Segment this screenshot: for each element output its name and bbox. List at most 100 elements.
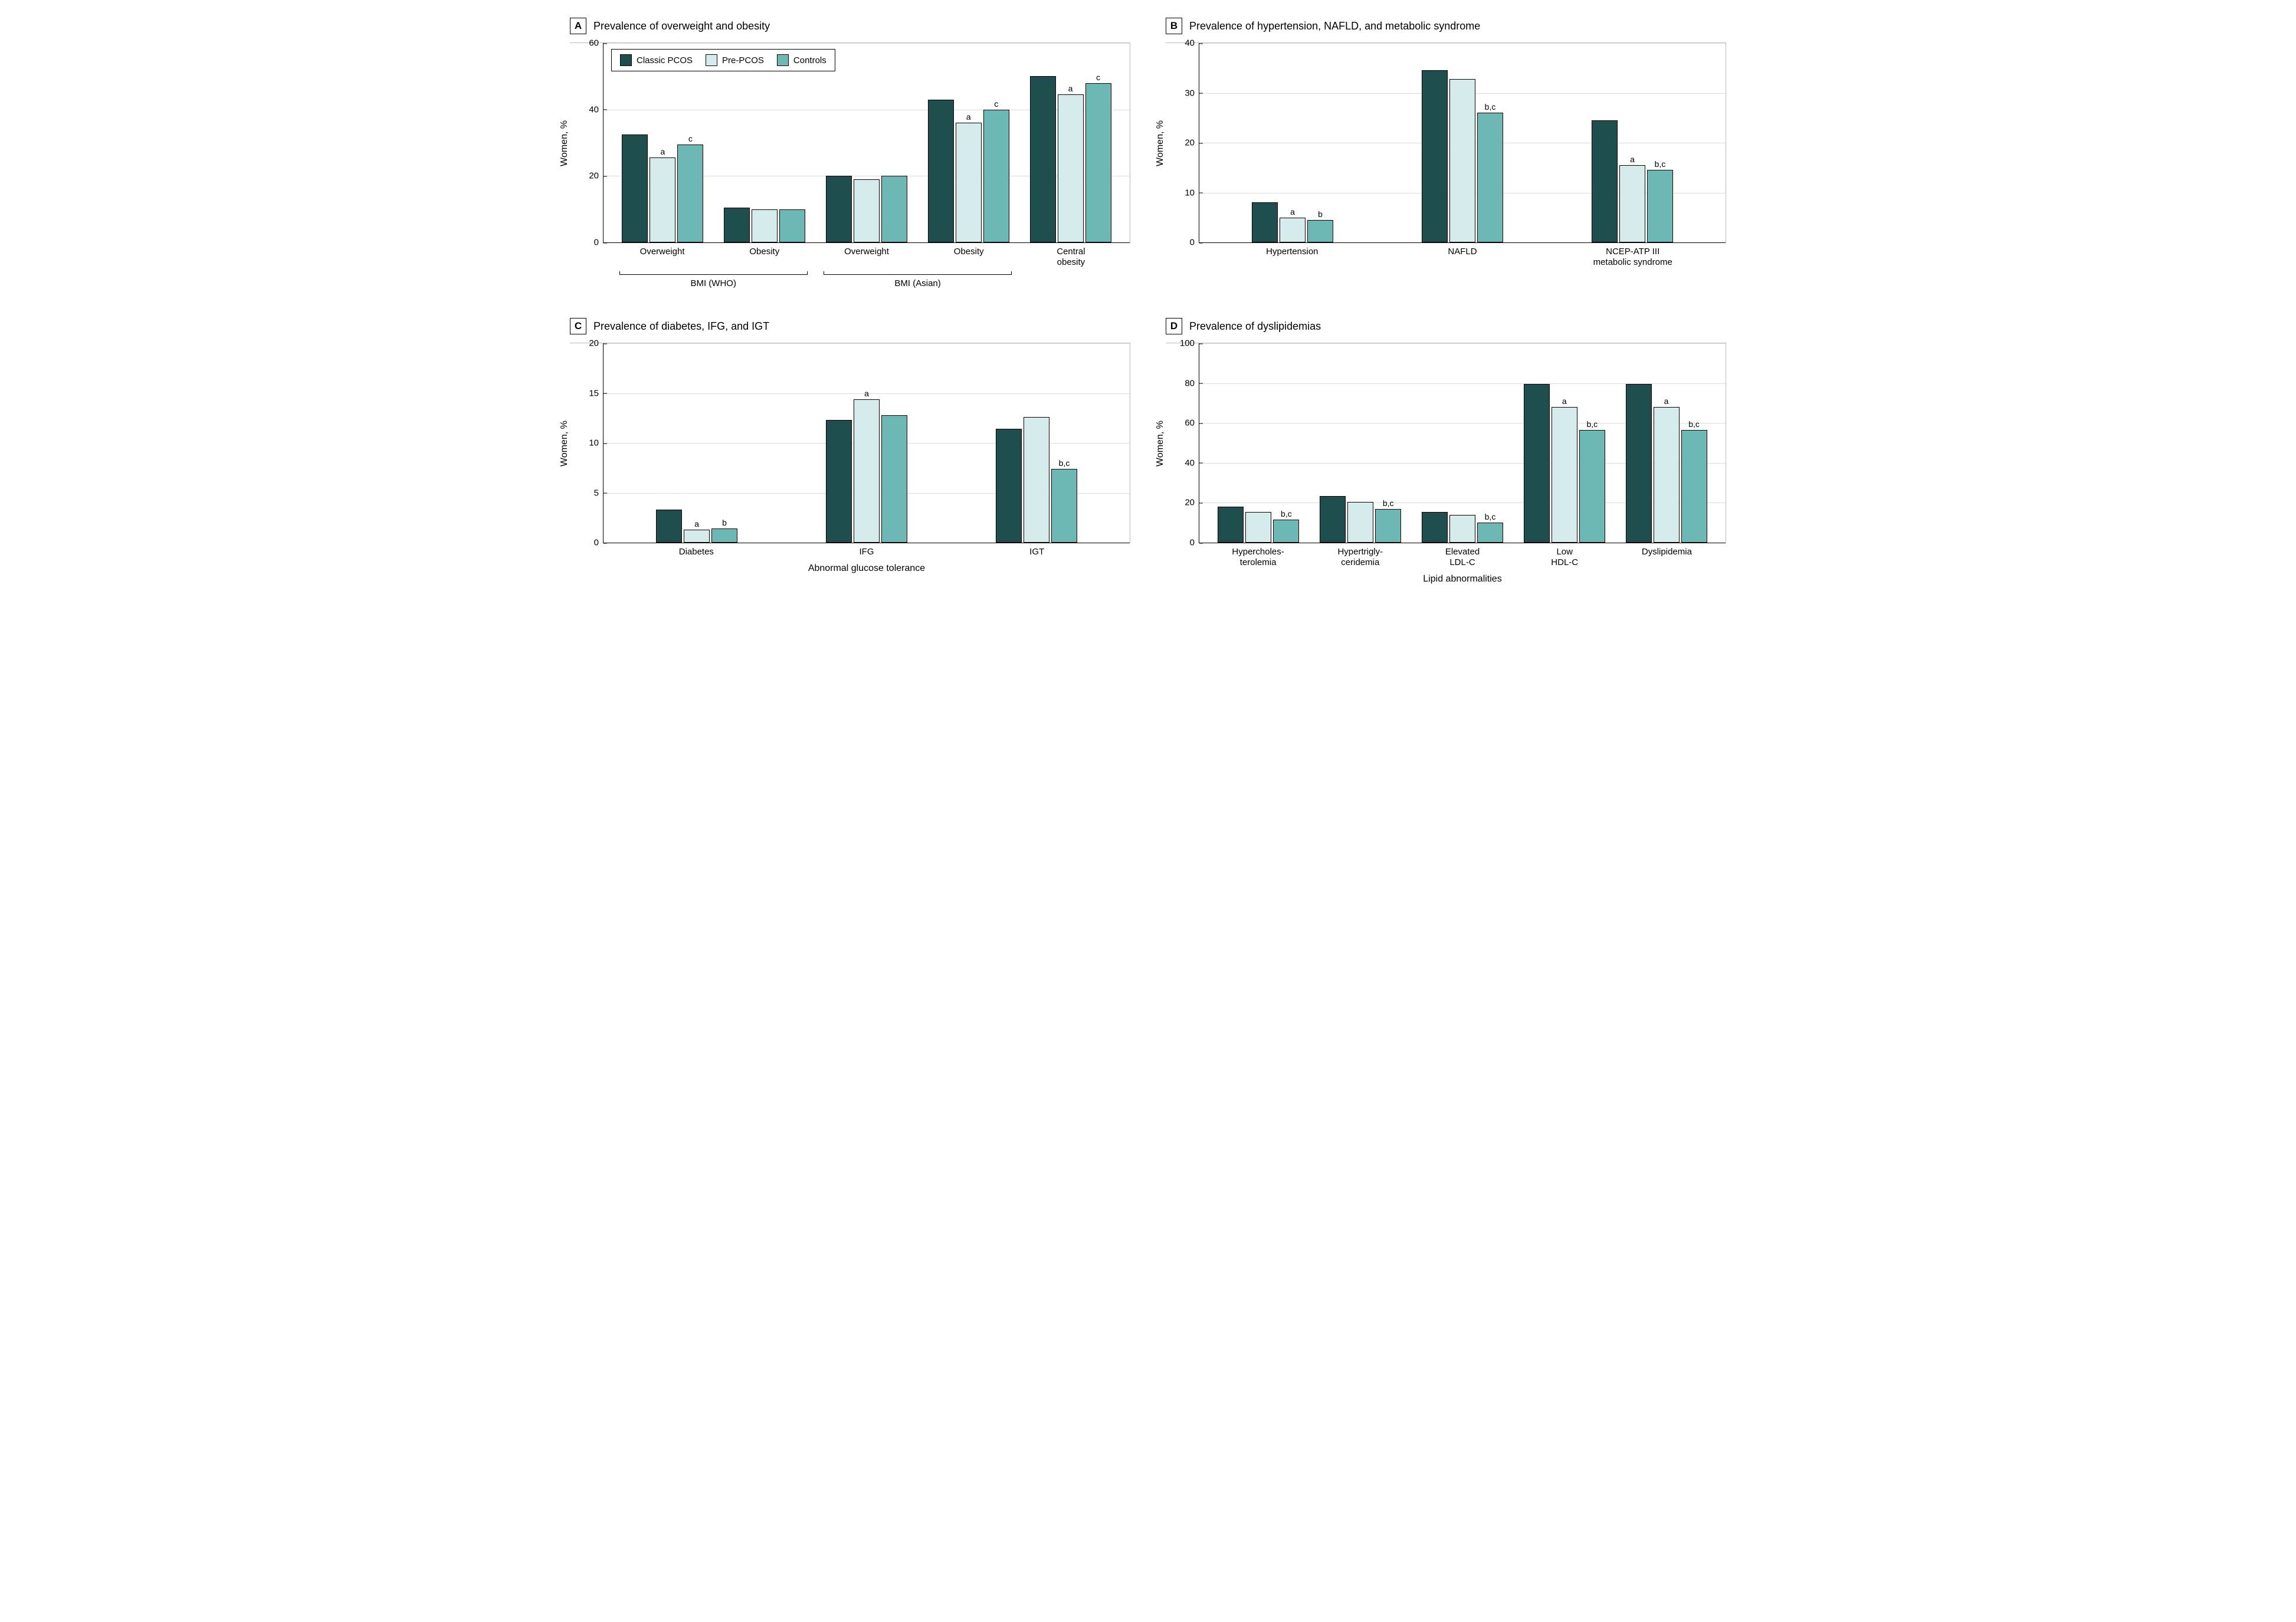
bar: a (1619, 43, 1645, 242)
x-labels-row: HypertensionNAFLDNCEP-ATP IIImetabolic s… (1199, 243, 1726, 268)
bar: b,c (1375, 343, 1401, 543)
bar (928, 43, 954, 242)
y-tick: 60 (1185, 418, 1199, 428)
bar-annotation: a (1630, 155, 1635, 165)
bar: b,c (1477, 43, 1503, 242)
y-tick: 60 (589, 38, 603, 48)
legend-label: Controls (793, 55, 826, 65)
bars-row: acacac (603, 43, 1130, 242)
bar-fill (1218, 507, 1244, 543)
x-label: Obesity (713, 247, 815, 268)
bars-row: a b b,c a b,c (1199, 43, 1726, 242)
bar-fill (854, 179, 880, 242)
x-label: NCEP-ATP IIImetabolic syndrome (1547, 247, 1718, 268)
legend: Classic PCOSPre-PCOSControls (611, 49, 835, 71)
bar-annotation: a (1068, 84, 1073, 94)
bar-fill (1245, 512, 1271, 543)
x-label: Hypertrigly-ceridemia (1309, 547, 1411, 568)
panel-title: Prevalence of hypertension, NAFLD, and m… (1189, 20, 1480, 32)
panel-title: Prevalence of diabetes, IFG, and IGT (593, 320, 769, 333)
super-x-label (1020, 271, 1122, 288)
bar-fill (1085, 83, 1111, 242)
x-label: IFG (782, 547, 952, 557)
x-label: Hypercholes-terolemia (1207, 547, 1309, 568)
bar-fill (622, 134, 648, 242)
bar-fill (956, 123, 982, 242)
bar: b,c (1051, 343, 1077, 543)
panel-header: B Prevalence of hypertension, NAFLD, and … (1166, 18, 1726, 34)
x-label: Dyslipidemia (1616, 547, 1718, 568)
chart-wrap: Women, %020406080100b,cb,cb,cab,cab,c (1166, 343, 1726, 543)
bar-annotation: b,c (1281, 509, 1292, 520)
bar-annotation: a (864, 389, 869, 399)
bar-fill (1280, 218, 1306, 242)
bar-cluster (816, 43, 918, 242)
bar-fill (1058, 94, 1084, 242)
chart: Women, %05101520abab,c (570, 343, 1130, 543)
bar-annotation: a (1290, 207, 1295, 218)
bar-cluster: ac (1019, 43, 1121, 242)
y-tick: 20 (589, 171, 603, 181)
bar-cluster: a b,c (1513, 343, 1615, 543)
super-label-text (1020, 276, 1122, 278)
y-axis-label: Women, % (1155, 120, 1166, 166)
y-tick: 20 (589, 339, 603, 349)
bar-fill (826, 420, 852, 543)
x-label: IGT (952, 547, 1122, 557)
legend-swatch (706, 54, 717, 66)
panel-title: Prevalence of overweight and obesity (593, 20, 770, 32)
x-group: b,c (1412, 343, 1514, 543)
y-tick: 10 (589, 438, 603, 448)
bar-fill (1681, 430, 1707, 543)
x-group: b,c (952, 343, 1121, 543)
panel-title: Prevalence of dyslipidemias (1189, 320, 1321, 333)
y-tick: 0 (594, 238, 603, 248)
bar-fill (1592, 120, 1618, 242)
legend-swatch (620, 54, 632, 66)
bar: b,c (1579, 343, 1605, 543)
bar (1024, 343, 1049, 543)
bar-fill (1307, 220, 1333, 242)
panel-letter-box: B (1166, 18, 1182, 34)
chart: Women, %0204060acacacClassic PCOSPre-PCO… (570, 42, 1130, 243)
bar-fill (1422, 512, 1448, 543)
bar (1252, 43, 1278, 242)
bar-cluster: b,c (952, 343, 1121, 543)
bar-fill (656, 510, 682, 543)
x-group: ac (1019, 43, 1121, 242)
bar-annotation: a (694, 519, 699, 530)
bracket-icon (824, 271, 1012, 275)
plot-area: 010203040abb,cab,c (1199, 43, 1726, 243)
bar-annotation: b,c (1485, 512, 1496, 523)
bar (1422, 343, 1448, 543)
panel-header: D Prevalence of dyslipidemias (1166, 318, 1726, 334)
y-tick: 40 (1185, 38, 1199, 48)
bar-fill (1273, 520, 1299, 543)
bar: c (983, 43, 1009, 242)
x-labels-row: Hypercholes-terolemiaHypertrigly-ceridem… (1199, 543, 1726, 568)
bar-annotation: b,c (1688, 419, 1700, 430)
bar: b,c (1647, 43, 1673, 242)
plot-area: 0204060acacac (603, 43, 1130, 243)
bar: b,c (1681, 343, 1707, 543)
bar-annotation: b,c (1485, 102, 1496, 113)
bar-fill (1477, 523, 1503, 543)
bar-fill (1252, 202, 1278, 242)
bar-annotation: b,c (1586, 419, 1598, 430)
bar-annotation: a (1562, 396, 1567, 407)
x-group (816, 43, 918, 242)
panel-letter-box: D (1166, 318, 1182, 334)
bar-fill (1375, 509, 1401, 543)
bar-annotation: b (722, 518, 727, 528)
x-label: LowHDL-C (1514, 547, 1616, 568)
bar-fill (1552, 407, 1577, 543)
y-tick: 100 (1180, 339, 1199, 349)
y-tick: 15 (589, 388, 603, 398)
y-axis-label: Women, % (559, 120, 570, 166)
bar (724, 43, 750, 242)
bar-annotation: b (1318, 209, 1323, 220)
bar (826, 343, 852, 543)
y-tick: 20 (1185, 498, 1199, 508)
x-label: Obesity (918, 247, 1020, 268)
x-label: Centralobesity (1020, 247, 1122, 268)
